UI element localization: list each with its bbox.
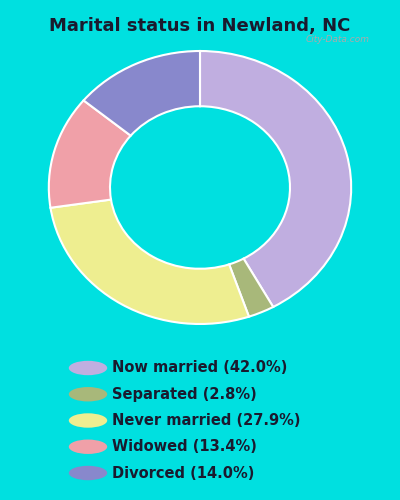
Text: Divorced (14.0%): Divorced (14.0%) <box>112 466 254 480</box>
Text: City-Data.com: City-Data.com <box>305 35 369 44</box>
Wedge shape <box>84 51 200 136</box>
Wedge shape <box>50 200 249 324</box>
Text: Separated (2.8%): Separated (2.8%) <box>112 387 257 402</box>
Text: Never married (27.9%): Never married (27.9%) <box>112 413 300 428</box>
Circle shape <box>69 466 107 480</box>
Circle shape <box>69 361 107 375</box>
Circle shape <box>69 440 107 454</box>
Wedge shape <box>229 258 273 316</box>
Text: Now married (42.0%): Now married (42.0%) <box>112 360 287 376</box>
Wedge shape <box>49 100 131 208</box>
Circle shape <box>69 387 107 402</box>
Wedge shape <box>200 51 351 307</box>
Circle shape <box>69 414 107 428</box>
Text: Widowed (13.4%): Widowed (13.4%) <box>112 439 257 454</box>
Text: Marital status in Newland, NC: Marital status in Newland, NC <box>49 18 351 36</box>
